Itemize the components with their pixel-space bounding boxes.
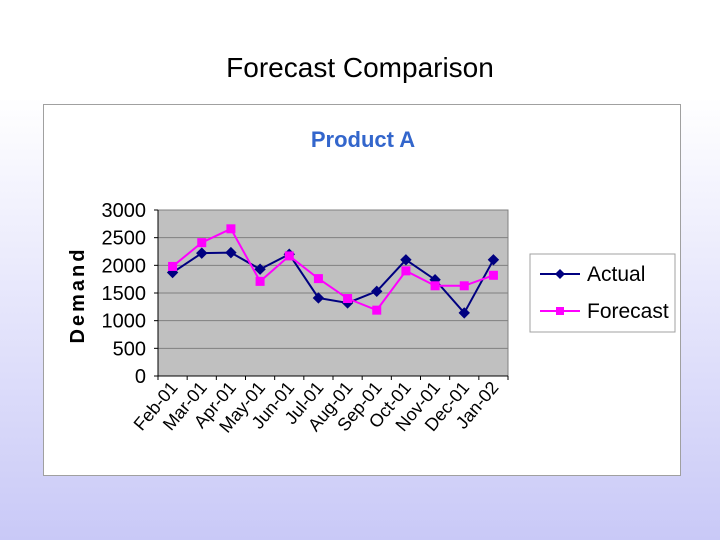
chart-frame: Product A Demand 0 500 1000 1500 2000 2500 300… [43, 104, 681, 476]
slide-title: Forecast Comparison [226, 52, 494, 83]
data-point-actual [371, 285, 383, 298]
y-tick-labels: 0 500 1000 1500 2000 2500 3000 [102, 200, 159, 388]
gridlines [158, 237, 508, 349]
legend-marker-forecast [556, 307, 564, 315]
data-point-actual [400, 254, 412, 266]
data-point-actual [312, 292, 325, 304]
data-point-forecast [168, 261, 178, 271]
y-tick-label: 0 [135, 366, 146, 388]
y-axis-label: Demand [67, 247, 89, 344]
data-point-forecast [372, 305, 382, 315]
data-point-actual [254, 263, 266, 275]
legend: Actual Forecast [529, 253, 676, 333]
x-tick-labels: Feb-01Mar-01Apr-01May-01Jun-01Jul-01Aug-… [130, 375, 509, 437]
forecast-line-chart: Product A Demand 0 500 1000 1500 2000 2500 300… [67, 127, 676, 437]
y-tick-label: 3000 [102, 200, 147, 222]
series-line-forecast [171, 227, 494, 312]
data-point-actual [196, 247, 208, 259]
data-point-forecast [343, 294, 353, 304]
y-tick-label: 500 [113, 338, 146, 360]
legend-label-actual: Actual [587, 263, 645, 286]
data-point-forecast [197, 238, 207, 248]
data-point-actual [225, 246, 237, 259]
chart-title: Product A [311, 127, 415, 152]
data-point-forecast [313, 274, 323, 284]
y-tick-label: 2000 [102, 255, 147, 277]
legend-marker-actual [555, 269, 565, 279]
y-tick-label: 1500 [102, 283, 147, 305]
data-point-forecast [430, 281, 440, 291]
y-tick-label: 1000 [102, 311, 147, 333]
data-point-forecast [284, 251, 294, 261]
data-point-forecast [459, 281, 469, 291]
legend-box [529, 253, 676, 333]
data-point-actual [458, 307, 470, 319]
data-point-forecast [401, 266, 411, 276]
legend-label-forecast: Forecast [587, 300, 669, 323]
series-layer [166, 224, 500, 319]
data-point-actual [487, 254, 500, 266]
y-tick-label: 2500 [102, 228, 147, 250]
data-point-forecast [226, 224, 236, 234]
data-point-forecast [255, 276, 265, 286]
data-point-forecast [488, 270, 498, 280]
